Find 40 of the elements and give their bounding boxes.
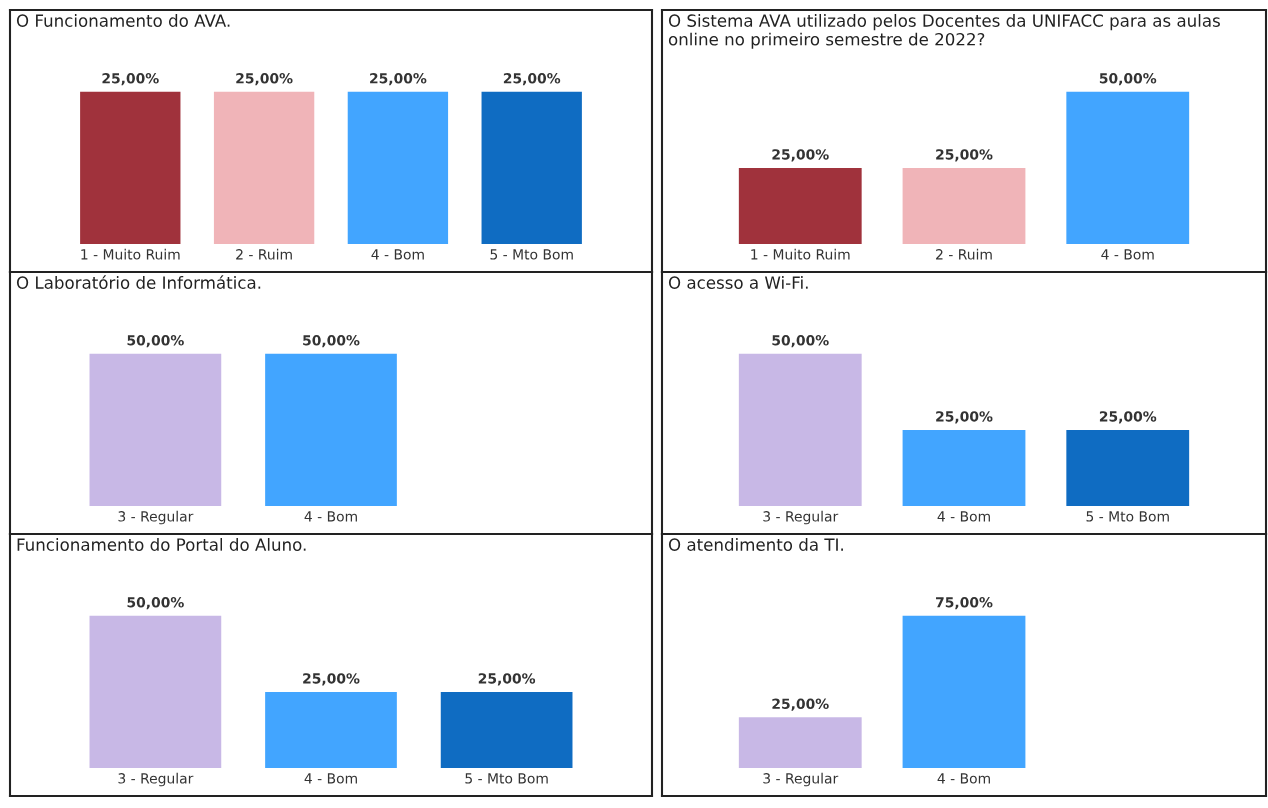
x-tick-label: 5 - Mto Bom — [1086, 511, 1169, 522]
x-tick-label: 2 - Ruim — [236, 248, 292, 260]
x-tick-label: 5 - Mto Bom — [465, 773, 548, 784]
x-tick-label: 4 - Bom — [304, 773, 357, 784]
x-tick-label: 4 - Bom — [1101, 249, 1154, 260]
data-label: 25,00% — [1099, 411, 1157, 424]
x-tick-label: 4 - Bom — [937, 773, 990, 784]
data-label: 25,00% — [370, 73, 427, 86]
data-label: 25,00% — [503, 73, 561, 86]
data-label: 50,00% — [1099, 73, 1157, 86]
data-label: 25,00% — [478, 673, 536, 686]
data-label: 25,00% — [936, 411, 993, 424]
x-tick-label: 1 - Muito Ruim — [751, 248, 850, 260]
chart-title: O Laboratório de Informática. — [16, 275, 261, 289]
x-tick-label: 3 - Regular — [118, 772, 194, 787]
chart-title: O atendimento da TI. — [668, 538, 843, 551]
x-tick-label: 3 - Regular — [118, 510, 194, 525]
data-label: 75,00% — [936, 597, 993, 610]
x-tick-label: 4 - Bom — [371, 249, 424, 260]
data-label: 25,00% — [772, 698, 829, 711]
data-label: 50,00% — [772, 335, 829, 348]
chart-title: O Funcionamento do AVA. — [16, 14, 230, 27]
x-tick-label: 3 - Regular — [763, 510, 839, 525]
data-label: 50,00% — [127, 597, 184, 610]
data-label: 25,00% — [102, 73, 159, 86]
chart-title: O Sistema AVA utilizado pelos Docentes da UNIFACC para as aulas online no primeiro semestre de 2022? — [668, 14, 1220, 49]
x-tick-label: 2 - Ruim — [936, 248, 992, 260]
data-label: 50,00% — [303, 335, 360, 348]
chart-title: Funcionamento do Portal do Aluno. — [17, 538, 306, 551]
x-tick-label: 1 - Muito Ruim — [81, 248, 180, 260]
x-tick-label: 4 - Bom — [937, 511, 990, 522]
chart-title: O acesso a Wi-Fi. — [668, 276, 808, 289]
data-label: 25,00% — [236, 73, 293, 86]
x-tick-label: 5 - Mto Bom — [490, 249, 573, 260]
data-label: 25,00% — [772, 149, 829, 162]
x-tick-label: 3 - Regular — [763, 772, 839, 787]
data-label: 25,00% — [303, 673, 360, 686]
data-label: 25,00% — [936, 149, 993, 162]
x-tick-label: 4 - Bom — [304, 511, 357, 522]
data-label: 50,00% — [127, 335, 184, 348]
